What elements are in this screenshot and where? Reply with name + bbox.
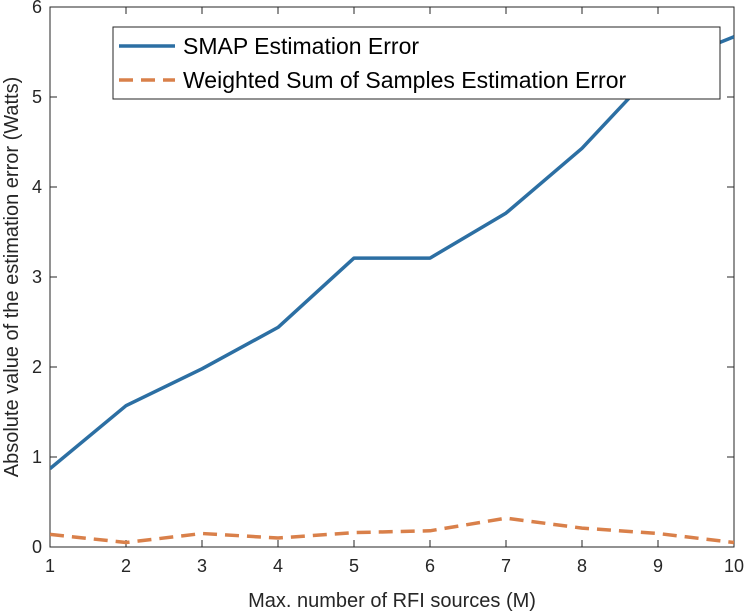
y-tick-label: 3 xyxy=(32,267,42,287)
x-axis-label: Max. number of RFI sources (M) xyxy=(248,590,536,612)
x-tick-label: 10 xyxy=(724,556,744,576)
x-tick-label: 6 xyxy=(425,556,435,576)
x-tick-label: 2 xyxy=(121,556,131,576)
series-line-smap xyxy=(50,35,734,471)
x-tick-label: 8 xyxy=(577,556,587,576)
x-tick-label: 5 xyxy=(349,556,359,576)
y-axis-label: Absolute value of the estimation error (… xyxy=(1,77,23,478)
x-tick-label: 7 xyxy=(501,556,511,576)
y-tick-label: 6 xyxy=(32,0,42,17)
series-line-weighted-sum xyxy=(50,516,734,545)
legend-label-smap: SMAP Estimation Error xyxy=(183,33,419,59)
legend-label-weighted-sum: Weighted Sum of Samples Estimation Error xyxy=(183,67,626,93)
y-tick-label: 5 xyxy=(32,87,42,107)
legend: SMAP Estimation Error Weighted Sum of Sa… xyxy=(112,26,721,100)
series-lines xyxy=(50,35,734,545)
x-tick-label: 1 xyxy=(45,556,55,576)
y-tick-label: 0 xyxy=(32,537,42,557)
x-tick-label: 4 xyxy=(273,556,283,576)
legend-box xyxy=(112,26,721,100)
x-tick-label: 3 xyxy=(197,556,207,576)
x-tick-label: 9 xyxy=(653,556,663,576)
y-tick-label: 2 xyxy=(32,357,42,377)
y-tick-label: 4 xyxy=(32,177,42,197)
y-tick-label: 1 xyxy=(32,447,42,467)
